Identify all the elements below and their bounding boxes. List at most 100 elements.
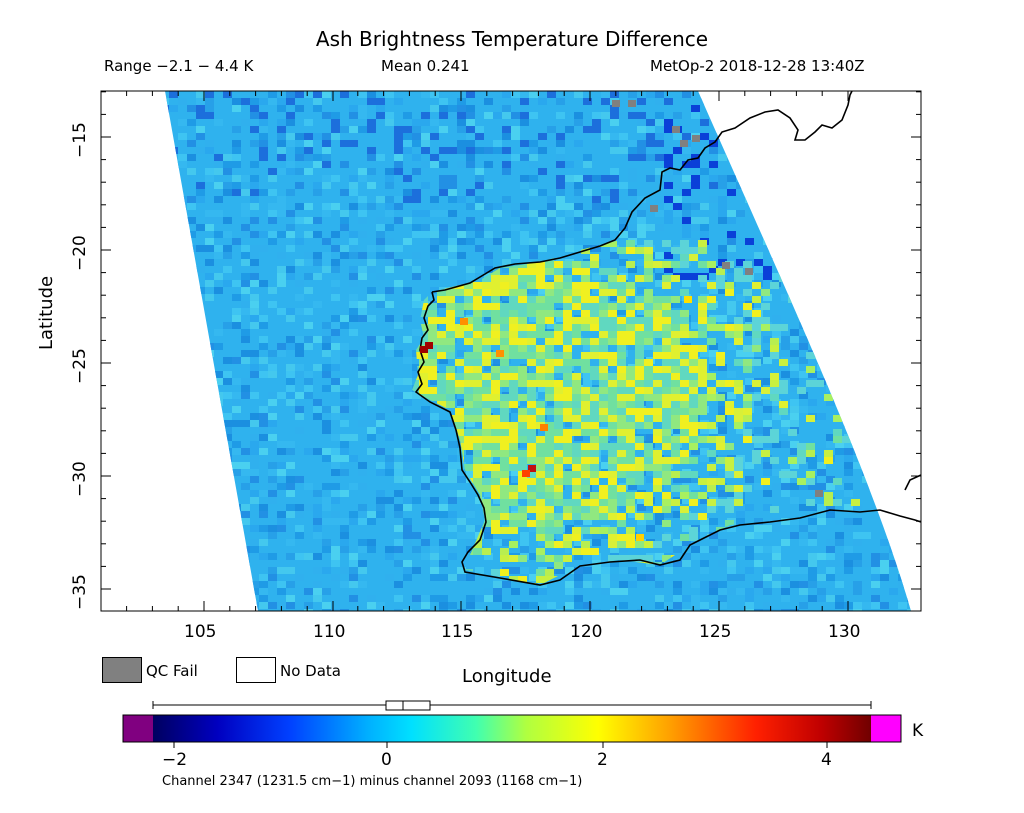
swath-pixel <box>545 408 554 415</box>
swath-pixel <box>322 259 331 266</box>
swath-pixel <box>790 448 799 455</box>
swath-pixel <box>592 210 601 217</box>
qc-fail-pixel <box>650 205 658 212</box>
swath-pixel <box>635 394 644 401</box>
swath-pixel <box>367 392 376 399</box>
swath-pixel <box>581 310 590 317</box>
swath-pixel <box>491 324 500 331</box>
swath-pixel <box>880 217 889 224</box>
swath-pixel <box>700 455 709 462</box>
swath-pixel <box>473 534 482 541</box>
swath-pixel <box>448 420 457 427</box>
swath-pixel <box>536 268 545 275</box>
swath-pixel <box>572 527 581 534</box>
swath-pixel <box>736 350 745 357</box>
swath-pixel <box>655 273 664 280</box>
swath-pixel <box>689 373 698 380</box>
swath-pixel <box>700 581 709 588</box>
swath-pixel <box>671 338 680 345</box>
swath-pixel <box>583 581 592 588</box>
swath-pixel <box>205 567 214 574</box>
swath-pixel <box>626 415 635 422</box>
swath-pixel <box>826 140 835 147</box>
swath-pixel <box>781 567 790 574</box>
swath-pixel <box>437 317 446 324</box>
swath-pixel <box>610 91 619 98</box>
swath-pixel <box>277 98 286 105</box>
swath-pixel <box>608 317 617 324</box>
swath-pixel <box>610 546 619 553</box>
swath-pixel <box>691 595 700 602</box>
swath-pixel <box>898 161 907 168</box>
swath-pixel <box>455 303 464 310</box>
swath-pixel <box>581 324 590 331</box>
swath-pixel <box>673 147 682 154</box>
swath-pixel <box>464 359 473 366</box>
swath-pixel <box>565 210 574 217</box>
swath-pixel <box>545 499 554 506</box>
swath-pixel <box>518 478 527 485</box>
swath-pixel <box>644 296 653 303</box>
swath-pixel <box>889 588 898 595</box>
swath-pixel <box>626 282 635 289</box>
swath-pixel <box>869 282 878 289</box>
swath-pixel <box>761 317 770 324</box>
swath-pixel <box>788 296 797 303</box>
swath-pixel <box>608 527 617 534</box>
swath-pixel <box>205 385 214 392</box>
swath-pixel <box>430 294 439 301</box>
swath-pixel <box>671 401 680 408</box>
swath-pixel <box>752 296 761 303</box>
swath-pixel <box>590 352 599 359</box>
swath-pixel <box>358 567 367 574</box>
swath-pixel <box>304 371 313 378</box>
swath-pixel <box>241 483 250 490</box>
swath-pixel <box>455 310 464 317</box>
swath-pixel <box>646 140 655 147</box>
swath-pixel <box>241 462 250 469</box>
swath-pixel <box>664 609 673 611</box>
swath-pixel <box>286 483 295 490</box>
swath-pixel <box>914 562 923 569</box>
swath-pixel <box>430 224 439 231</box>
swath-pixel <box>412 567 421 574</box>
swath-pixel <box>277 210 286 217</box>
swath-pixel <box>538 238 547 245</box>
swath-pixel <box>770 506 779 513</box>
swath-pixel <box>331 434 340 441</box>
swath-pixel <box>808 175 817 182</box>
swath-pixel <box>790 567 799 574</box>
swath-pixel <box>518 268 527 275</box>
swath-pixel <box>331 483 340 490</box>
swath-pixel <box>304 378 313 385</box>
swath-pixel <box>790 203 799 210</box>
swath-pixel <box>619 133 628 140</box>
swath-pixel <box>511 224 520 231</box>
coastline-east <box>904 474 921 491</box>
swath-pixel <box>727 175 736 182</box>
swath-pixel <box>545 471 554 478</box>
swath-pixel <box>644 240 653 247</box>
swath-pixel <box>232 392 241 399</box>
swath-pixel <box>367 245 376 252</box>
swath-pixel <box>250 315 259 322</box>
swath-pixel <box>601 539 610 546</box>
swath-pixel <box>655 602 664 609</box>
swath-pixel <box>196 182 205 189</box>
swath-pixel <box>799 560 808 567</box>
swath-pixel <box>664 245 673 252</box>
swath-pixel <box>698 422 707 429</box>
swath-pixel <box>340 525 349 532</box>
swath-pixel <box>286 231 295 238</box>
swath-pixel <box>779 408 788 415</box>
swath-pixel <box>322 133 331 140</box>
swath-pixel <box>608 478 617 485</box>
swath-pixel <box>689 394 698 401</box>
swath-pixel <box>754 609 763 611</box>
swath-pixel <box>880 420 889 427</box>
swath-pixel <box>635 275 644 282</box>
swath-pixel <box>403 462 412 469</box>
swath-pixel <box>538 217 547 224</box>
swath-pixel <box>520 154 529 161</box>
swath-pixel <box>286 441 295 448</box>
